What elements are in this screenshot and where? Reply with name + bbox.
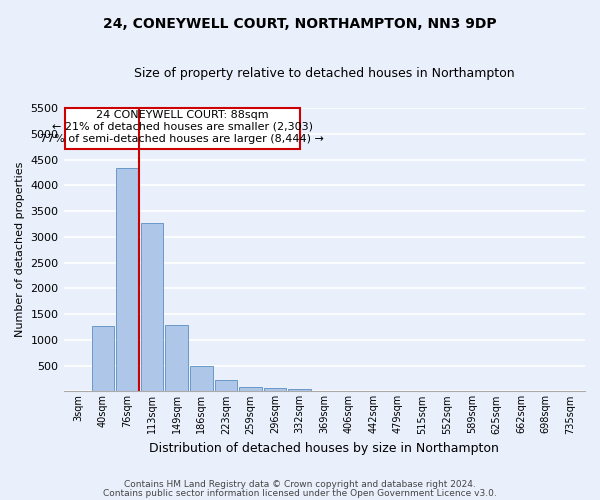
Text: Contains public sector information licensed under the Open Government Licence v3: Contains public sector information licen… [103, 488, 497, 498]
X-axis label: Distribution of detached houses by size in Northampton: Distribution of detached houses by size … [149, 442, 499, 455]
Bar [65, 108, 299, 150]
Bar [116, 168, 139, 392]
Bar [239, 387, 262, 392]
Text: Contains HM Land Registry data © Crown copyright and database right 2024.: Contains HM Land Registry data © Crown c… [124, 480, 476, 489]
Bar [92, 326, 114, 392]
Y-axis label: Number of detached properties: Number of detached properties [15, 162, 25, 338]
Text: 77% of semi-detached houses are larger (8,444) →: 77% of semi-detached houses are larger (… [40, 134, 324, 144]
Text: ← 21% of detached houses are smaller (2,303): ← 21% of detached houses are smaller (2,… [52, 122, 313, 132]
Text: 24 CONEYWELL COURT: 88sqm: 24 CONEYWELL COURT: 88sqm [96, 110, 269, 120]
Text: 24, CONEYWELL COURT, NORTHAMPTON, NN3 9DP: 24, CONEYWELL COURT, NORTHAMPTON, NN3 9D… [103, 18, 497, 32]
Bar [166, 326, 188, 392]
Bar [264, 388, 286, 392]
Bar [215, 380, 237, 392]
Title: Size of property relative to detached houses in Northampton: Size of property relative to detached ho… [134, 68, 515, 80]
Bar [141, 224, 163, 392]
Bar [190, 366, 212, 392]
Bar [289, 389, 311, 392]
